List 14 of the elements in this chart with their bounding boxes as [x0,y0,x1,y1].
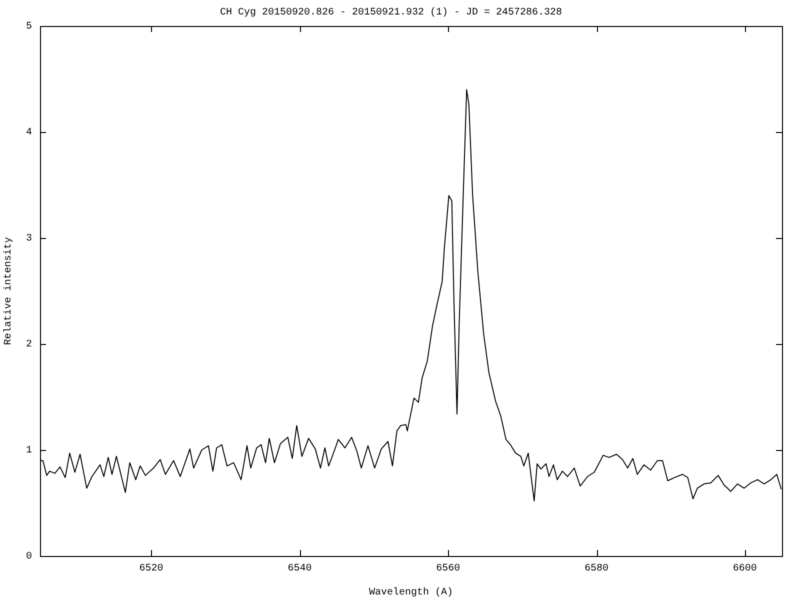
y-tick-label: 1 [26,446,32,457]
x-tick-label: 6540 [288,564,312,575]
x-tick-label: 6520 [139,564,164,575]
x-axis-title: Wavelength (A) [368,586,454,599]
x-tick-label: 6580 [584,564,609,575]
x-tick-label: 6600 [732,564,757,575]
y-tick-label: 2 [26,340,32,351]
chart-title: CH Cyg 20150920.826 - 20150921.932 (1) - JD = 2457286.328 [220,6,562,19]
y-tick-label: 0 [26,552,32,563]
x-tick-label: 6560 [436,564,460,575]
y-axis-title: Relative intensity [2,236,15,346]
y-tick-label: 4 [26,128,32,139]
y-tick-label: 3 [26,234,32,245]
y-tick-label: 5 [26,22,32,33]
